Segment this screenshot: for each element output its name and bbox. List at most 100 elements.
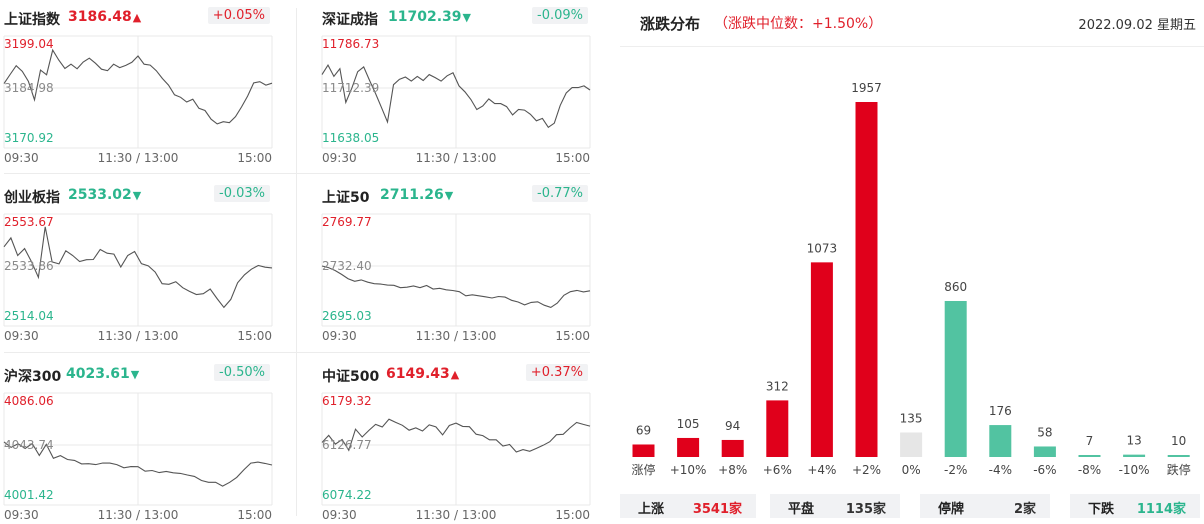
index-panel-shenzhen[interactable]: 11786.73 11712.39 11638.05 09:30 11:30 / 13:… — [318, 0, 608, 170]
index-name: 深证成指 — [322, 12, 378, 28]
bar-category-label: +8% — [718, 463, 747, 477]
distribution-bar — [989, 425, 1012, 457]
summary-label: 上涨 — [638, 502, 665, 517]
y-mid-label: 3184.98 — [4, 81, 54, 95]
distribution-bar — [1123, 454, 1146, 457]
index-value: 11702.39▼ — [388, 9, 471, 25]
bar-value-label: 58 — [1037, 425, 1052, 439]
summary-label: 停牌 — [938, 502, 965, 517]
x-tick-label: 11:30 / 13:00 — [98, 508, 179, 522]
bar-value-label: 860 — [944, 280, 967, 294]
index-panel-sse50[interactable]: 2769.77 2732.40 2695.03 09:30 11:30 / 13:00 1… — [318, 178, 608, 348]
index-line-chart: 11786.73 11712.39 11638.05 09:30 11:30 / 13:… — [321, 35, 591, 165]
bar-category-label: 跌停 — [1167, 462, 1191, 477]
index-panel-csi300[interactable]: 4086.06 4043.74 4001.42 09:30 11:30 / 13:00 1… — [0, 357, 290, 524]
summary-count: 3541家 — [692, 502, 742, 517]
index-line-chart: 6179.32 6126.77 6074.22 09:30 11:30 / 13:00 1… — [321, 392, 591, 522]
trading-date: 2022.09.02 星期五 — [1078, 18, 1196, 33]
bar-category-label: 0% — [902, 463, 921, 477]
bar-category-label: 涨停 — [631, 462, 655, 477]
y-low-label: 3170.92 — [4, 131, 54, 145]
summary-count: 1114家 — [1136, 502, 1186, 517]
index-name: 上证50 — [322, 190, 370, 206]
x-tick-label: 15:00 — [555, 151, 590, 165]
index-line-chart: 3199.04 3184.98 3170.92 09:30 11:30 / 13:00 1… — [3, 35, 273, 165]
bar-category-label: +2% — [852, 463, 881, 477]
x-tick-label: 11:30 / 13:00 — [98, 151, 179, 165]
y-low-label: 2514.04 — [4, 309, 54, 323]
index-value: 2533.02▼ — [68, 187, 142, 203]
bar-category-label: +10% — [670, 463, 707, 477]
y-mid-label: 6126.77 — [322, 438, 372, 452]
bar-category-label: -10% — [1119, 463, 1150, 477]
distribution-bar — [1078, 455, 1101, 457]
down-arrow-icon: ▼ — [130, 368, 140, 381]
index-price-line — [3, 441, 273, 487]
index-price-line — [321, 265, 591, 309]
x-tick-label: 09:30 — [4, 508, 39, 522]
summary-fall: 下跌 1114家 — [1070, 494, 1200, 518]
distribution-bar — [900, 432, 923, 457]
y-high-label: 2553.67 — [4, 215, 54, 229]
x-tick-label: 15:00 — [555, 329, 590, 343]
y-high-label: 11786.73 — [322, 37, 379, 51]
index-name: 中证500 — [322, 369, 380, 385]
summary-label: 平盘 — [788, 502, 815, 517]
distribution-bar-chart: 69 涨停 105 +10% 94 +8% 312 +6% 1073 +4% 1957 +2% 135 0… — [631, 81, 1191, 477]
index-name: 创业板指 — [4, 190, 60, 206]
bar-value-label: 7 — [1086, 434, 1094, 448]
distribution-bar — [855, 102, 878, 457]
index-name: 上证指数 — [4, 12, 60, 28]
x-tick-label: 11:30 / 13:00 — [416, 508, 497, 522]
distribution-bar — [721, 439, 744, 457]
index-line-chart: 2553.67 2533.86 2514.04 09:30 11:30 / 13:00 1… — [3, 213, 273, 343]
bar-value-label: 94 — [725, 419, 740, 433]
row-divider — [4, 173, 590, 174]
x-tick-label: 15:00 — [555, 508, 590, 522]
index-panel-csi500[interactable]: 6179.32 6126.77 6074.22 09:30 11:30 / 13:00 1… — [318, 357, 608, 524]
distribution-bar — [677, 437, 700, 457]
y-low-label: 11638.05 — [322, 131, 379, 145]
up-arrow-icon: ▲ — [450, 368, 460, 381]
y-mid-label: 11712.39 — [322, 81, 379, 95]
distribution-median: （涨跌中位数：+1.50%） — [714, 16, 883, 32]
y-high-label: 2769.77 — [322, 215, 372, 229]
change-badge: -0.09% — [532, 7, 588, 24]
change-badge: +0.05% — [207, 7, 270, 24]
bar-value-label: 1957 — [851, 81, 882, 95]
summary-label: 下跌 — [1088, 502, 1115, 517]
y-mid-label: 2533.86 — [4, 259, 54, 273]
column-divider — [296, 8, 297, 516]
summary-count: 2家 — [1013, 502, 1036, 517]
x-tick-label: 11:30 / 13:00 — [416, 329, 497, 343]
y-high-label: 6179.32 — [322, 394, 372, 408]
change-badge: +0.37% — [525, 364, 588, 381]
index-panel-chinext[interactable]: 2553.67 2533.86 2514.04 09:30 11:30 / 13:00 1… — [0, 178, 290, 348]
change-badge: -0.77% — [532, 185, 588, 202]
x-tick-label: 09:30 — [4, 329, 39, 343]
down-arrow-icon: ▼ — [462, 11, 471, 24]
bar-category-label: -2% — [944, 463, 967, 477]
x-tick-label: 15:00 — [237, 151, 272, 165]
x-tick-label: 09:30 — [322, 508, 357, 522]
summary-suspended: 停牌 2家 — [920, 494, 1050, 518]
distribution-bar — [944, 300, 967, 457]
y-high-label: 3199.04 — [4, 37, 54, 51]
y-mid-label: 2732.40 — [322, 259, 372, 273]
distribution-panel: 涨跌分布 （涨跌中位数：+1.50%） 2022.09.02 星期五 69 涨停 1… — [620, 0, 1204, 524]
bar-category-label: +4% — [807, 463, 836, 477]
index-value: 6149.43▲ — [386, 366, 460, 382]
index-panel-shanghai[interactable]: 3199.04 3184.98 3170.92 09:30 11:30 / 13:00 1… — [0, 0, 290, 170]
up-arrow-icon: ▲ — [132, 11, 142, 24]
bar-value-label: 1073 — [807, 241, 838, 255]
index-price-line — [3, 48, 273, 125]
index-line-chart: 4086.06 4043.74 4001.42 09:30 11:30 / 13:00 1… — [3, 392, 273, 522]
change-badge: -0.03% — [214, 185, 270, 202]
index-name: 沪深300 — [4, 369, 62, 385]
x-tick-label: 09:30 — [322, 151, 357, 165]
summary-rise: 上涨 3541家 — [620, 494, 756, 518]
down-arrow-icon: ▼ — [444, 189, 454, 202]
distribution-bar — [1167, 455, 1190, 457]
bar-category-label: -8% — [1078, 463, 1101, 477]
x-tick-label: 15:00 — [237, 329, 272, 343]
